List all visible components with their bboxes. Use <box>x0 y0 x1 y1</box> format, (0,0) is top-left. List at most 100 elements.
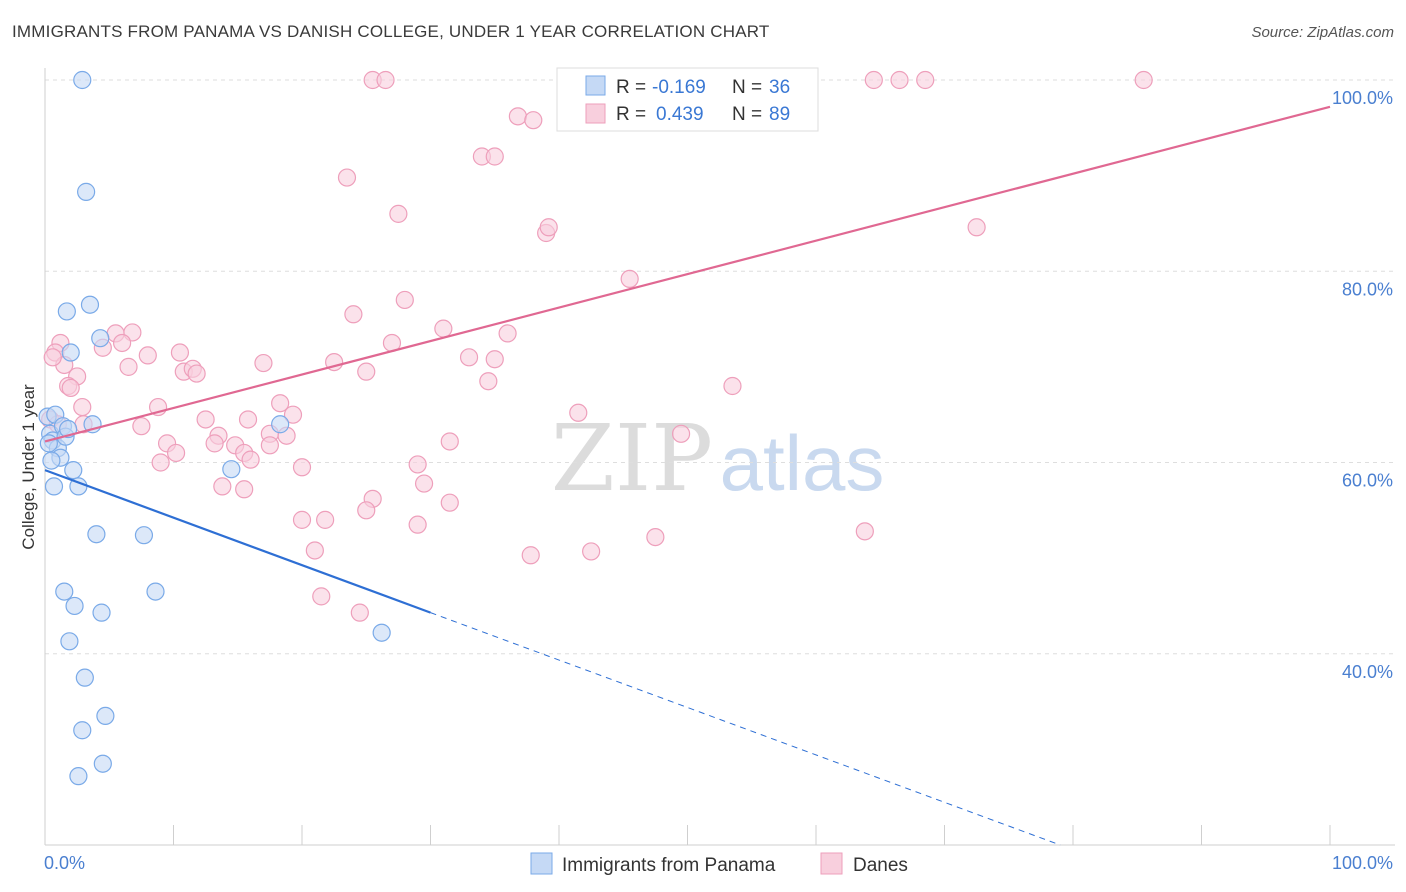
x-tick-label-max: 100.0% <box>1332 853 1393 873</box>
point-danes-16 <box>620 269 639 288</box>
point-panama-32 <box>222 460 241 479</box>
stats-legend-swatch-panama <box>585 75 606 96</box>
point-danes-12 <box>389 204 408 223</box>
point-panama-13 <box>61 343 80 362</box>
point-panama-20 <box>87 525 106 544</box>
point-panama-31 <box>69 767 88 786</box>
point-danes-17 <box>395 290 414 310</box>
point-panama-34 <box>372 623 391 642</box>
point-danes-49 <box>283 405 303 424</box>
stats-legend: R = -0.169 N = 36 R = 0.439 N = 89 <box>556 67 819 132</box>
legend-swatch-panama <box>530 852 553 875</box>
point-danes-86 <box>485 147 504 166</box>
point-danes-58 <box>440 432 459 451</box>
point-danes-4 <box>864 70 883 90</box>
point-danes-88 <box>43 348 62 367</box>
point-danes-18 <box>344 305 363 324</box>
point-danes-5 <box>890 70 909 90</box>
point-danes-43 <box>479 372 498 391</box>
point-panama-17 <box>80 295 100 314</box>
point-danes-11 <box>337 168 357 187</box>
point-panama-23 <box>65 596 84 616</box>
point-danes-33 <box>254 353 273 373</box>
watermark-zip: ZIP <box>551 405 713 512</box>
point-danes-82 <box>521 546 540 565</box>
point-danes-48 <box>569 403 588 422</box>
point-danes-9 <box>524 111 543 130</box>
trend-line-danes <box>44 105 1331 443</box>
y-tick-labels: 40.0% 60.0% 80.0% 100.0% <box>1332 88 1393 682</box>
trend-line-panama <box>44 469 431 614</box>
chart-title: IMMIGRANTS FROM PANAMA VS DANISH COLLEGE… <box>12 22 770 41</box>
point-panama-27 <box>75 668 94 687</box>
point-panama-21 <box>134 526 154 545</box>
series-danes <box>41 70 1153 622</box>
trend-lines <box>44 105 1331 846</box>
y-tick-label-1: 60.0% <box>1342 471 1393 491</box>
point-danes-59 <box>671 424 691 443</box>
point-danes-47 <box>271 394 290 413</box>
point-danes-44 <box>723 376 742 396</box>
point-danes-24 <box>112 333 132 353</box>
point-danes-20 <box>498 324 517 343</box>
point-panama-14 <box>64 461 83 480</box>
point-danes-85 <box>350 603 369 622</box>
stats-n-value-panama: 36 <box>769 77 790 98</box>
point-danes-67 <box>241 450 260 469</box>
point-panama-22 <box>55 582 74 601</box>
point-panama-16 <box>57 302 76 321</box>
point-danes-1 <box>376 70 395 90</box>
y-tick-label-3: 100.0% <box>1332 88 1393 108</box>
stats-r-label-danes: R = <box>616 104 646 125</box>
point-danes-65 <box>260 436 279 455</box>
point-danes-70 <box>213 477 232 496</box>
bottom-legend: Immigrants from Panama Danes <box>530 852 908 876</box>
legend-label-panama: Immigrants from Panama <box>562 855 776 876</box>
point-danes-72 <box>414 474 434 493</box>
point-danes-69 <box>408 455 427 474</box>
point-danes-45 <box>73 397 92 417</box>
point-panama-30 <box>93 754 112 773</box>
point-panama-11 <box>42 451 61 470</box>
point-danes-78 <box>408 515 427 534</box>
point-danes-19 <box>434 319 453 338</box>
point-danes-74 <box>440 493 459 512</box>
point-panama-0 <box>73 70 92 90</box>
point-panama-24 <box>92 603 111 622</box>
stats-legend-swatch-danes <box>585 103 606 124</box>
point-panama-25 <box>146 582 165 601</box>
point-danes-38 <box>187 364 206 383</box>
source-label: Source: ZipAtlas.com <box>1251 24 1394 41</box>
point-danes-35 <box>119 357 138 376</box>
point-danes-14 <box>539 218 558 237</box>
point-danes-79 <box>646 527 665 547</box>
point-danes-39 <box>357 362 376 381</box>
point-danes-61 <box>166 443 186 463</box>
stats-n-label-panama: N = <box>732 77 762 98</box>
stats-r-value-panama: -0.169 <box>652 77 706 98</box>
y-tick-label-2: 80.0% <box>1342 279 1393 299</box>
point-danes-62 <box>205 434 224 453</box>
point-danes-6 <box>916 70 935 90</box>
x-tick-labels: 0.0% 100.0% <box>44 853 1393 873</box>
legend-label-danes: Danes <box>853 855 908 876</box>
point-danes-27 <box>138 346 157 365</box>
point-panama-35 <box>39 434 58 453</box>
y-tick-label-0: 40.0% <box>1342 662 1393 682</box>
point-danes-66 <box>151 453 170 472</box>
point-panama-18 <box>91 329 110 348</box>
legend-swatch-danes <box>820 852 843 875</box>
point-danes-7 <box>1134 70 1153 90</box>
point-danes-76 <box>292 510 312 529</box>
point-danes-71 <box>235 480 254 499</box>
point-danes-75 <box>357 501 376 520</box>
point-danes-83 <box>582 542 601 561</box>
series-panama <box>38 70 391 786</box>
trend-line-panama-extension <box>430 612 1061 846</box>
point-danes-32 <box>485 350 504 369</box>
point-panama-28 <box>96 706 115 726</box>
point-danes-68 <box>292 458 312 477</box>
stats-r-value-danes: 0.439 <box>656 104 704 125</box>
point-danes-28 <box>170 343 190 362</box>
stats-r-label-panama: R = <box>616 77 646 98</box>
